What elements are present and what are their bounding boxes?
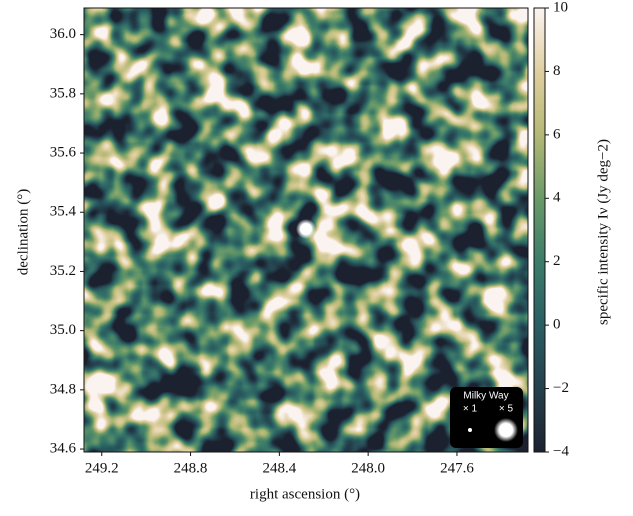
colorbar-label: specific intensity Iν (Jy deg−2)	[595, 139, 611, 325]
y-axis-label: declination (°)	[15, 189, 31, 275]
colorbar-tick-label: 2	[553, 253, 561, 269]
galaxy-x5	[494, 418, 518, 442]
colorbar-tick-label: 6	[553, 126, 561, 142]
colorbar-tick-label: −2	[553, 380, 569, 396]
y-tick-label: 35.6	[50, 144, 77, 160]
colorbar	[533, 7, 546, 453]
x-tick-label: 248.4	[262, 460, 296, 476]
colorbar-tick-label: 8	[553, 63, 561, 79]
y-tick-label: 35.4	[50, 204, 77, 220]
x-axis-label: right ascension (°)	[250, 486, 360, 502]
y-tick-label: 35.8	[50, 85, 76, 101]
x-tick-label: 249.2	[85, 460, 119, 476]
colorbar-tick-label: 4	[553, 190, 561, 206]
point-source	[296, 219, 316, 239]
colorbar-tick-label: −4	[553, 443, 569, 459]
colorbar-tick-label: 0	[553, 317, 561, 333]
galaxy-x1	[468, 428, 472, 432]
y-tick-label: 35.2	[50, 263, 76, 279]
inset-label: × 1	[463, 404, 478, 415]
x-tick-label: 247.6	[440, 460, 474, 476]
x-tick-label: 248.0	[351, 460, 385, 476]
colorbar-tick-label: 10	[553, 0, 568, 15]
plot-frame	[83, 7, 529, 453]
y-tick-label: 34.6	[50, 440, 77, 456]
intensity-map	[84, 8, 528, 452]
inset-label: × 5	[499, 404, 514, 415]
y-tick-label: 36.0	[50, 26, 76, 42]
milky-way-inset: Milky Way × 1 × 5	[450, 387, 523, 448]
y-tick-label: 34.8	[50, 381, 76, 397]
y-tick-label: 35.0	[50, 322, 76, 338]
inset-title: Milky Way	[463, 391, 508, 402]
x-tick-label: 248.8	[174, 460, 208, 476]
